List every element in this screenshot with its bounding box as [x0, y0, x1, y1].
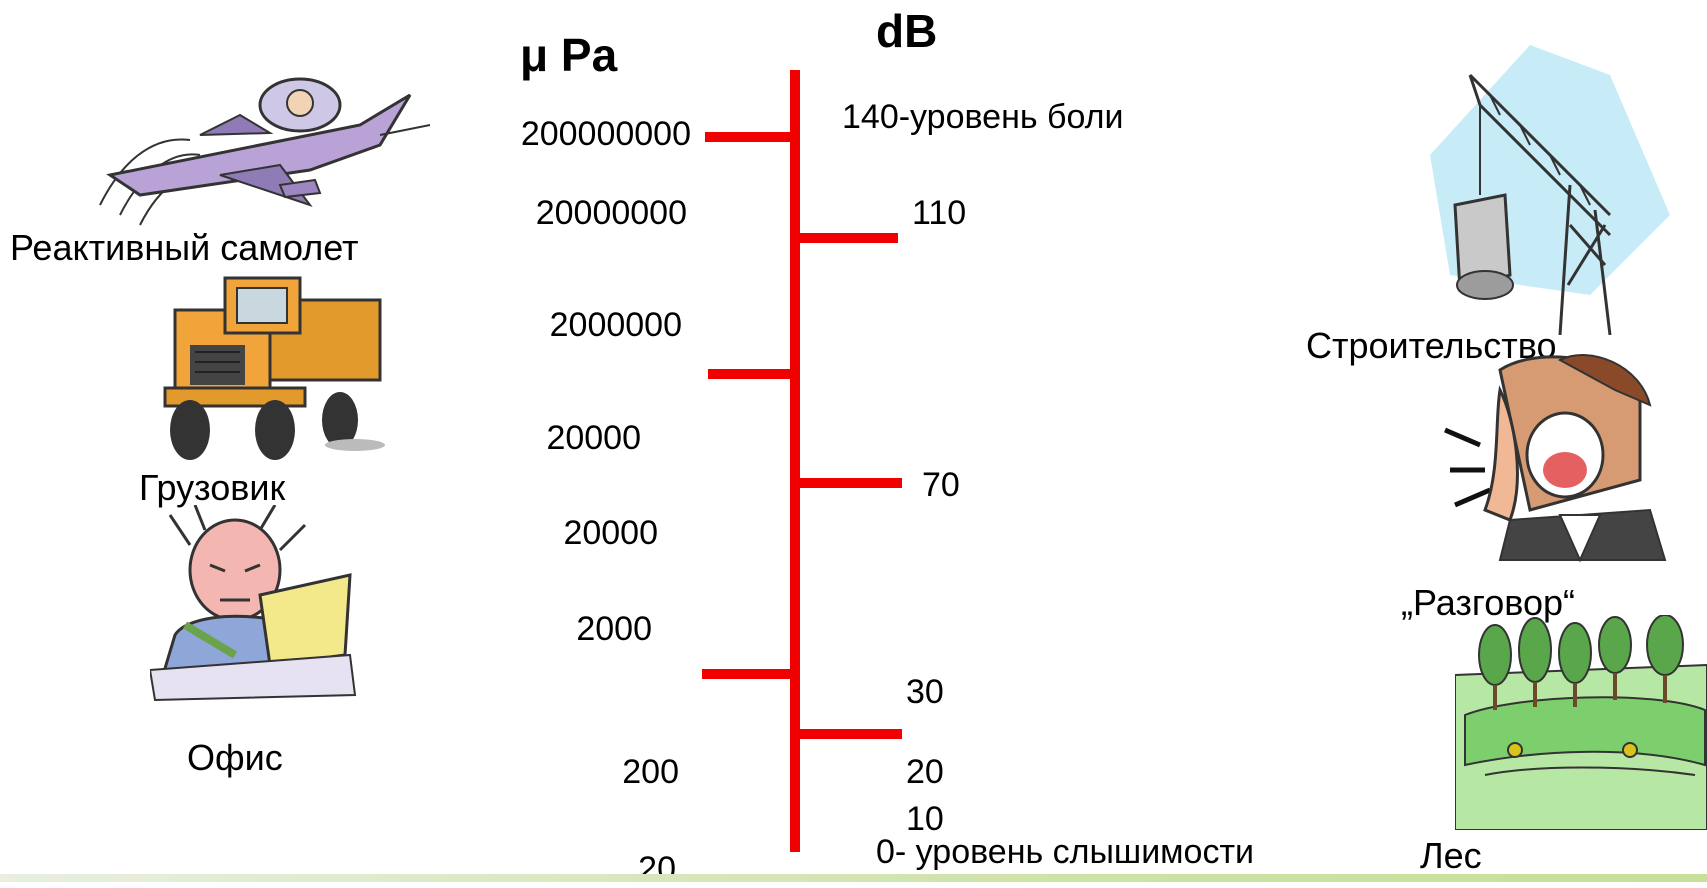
source-caption-truck: Грузовик — [139, 467, 286, 508]
source-caption-construction: Строительство — [1306, 325, 1557, 366]
construction-crane-icon — [1430, 45, 1670, 335]
jet-airplane-icon — [99, 77, 431, 226]
db-label: 140-уровень боли — [842, 98, 1124, 136]
db-label: 70 — [922, 466, 960, 504]
office-worker-icon — [150, 505, 357, 702]
db-label: 30 — [906, 673, 944, 711]
forest-park-icon — [1455, 615, 1707, 830]
source-caption-jet: Реактивный самолет — [10, 227, 359, 268]
pa-label: 2000 — [576, 610, 652, 648]
bottom-bar — [0, 874, 1707, 882]
source-caption-forest: Лес — [1420, 835, 1482, 876]
pa-label: 20000 — [546, 419, 641, 457]
source-caption-office: Офис — [187, 737, 283, 778]
db-label: 20 — [906, 753, 944, 791]
db-label: 10 — [906, 800, 944, 838]
shouting-man-icon — [1444, 354, 1667, 563]
pa-label: 20000000 — [535, 194, 687, 232]
dump-truck-icon — [163, 276, 385, 460]
db-unit-label: dB — [876, 5, 938, 57]
pa-unit-label: μ Pa — [520, 29, 618, 81]
db-label: 0- уровень слышимости — [876, 833, 1255, 871]
pa-label: 20000 — [563, 514, 658, 552]
pa-label: 200 — [622, 753, 679, 791]
pa-label: 200000000 — [520, 115, 691, 153]
source-caption-talk: „Разговор“ — [1401, 582, 1576, 623]
pa-label: 2000000 — [549, 306, 682, 344]
db-label: 110 — [912, 194, 967, 232]
